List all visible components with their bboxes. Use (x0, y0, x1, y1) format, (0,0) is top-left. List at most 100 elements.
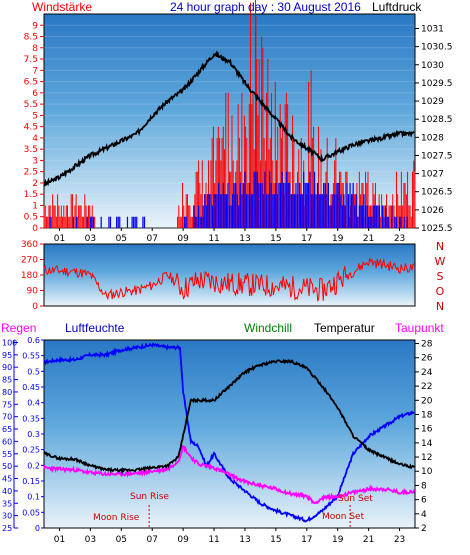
temp-tick-label: 10 (421, 467, 433, 477)
pressure-label: Luftdruck (372, 0, 422, 14)
temp-tick-label: 16 (421, 425, 433, 435)
x-tick-label: 03 (85, 535, 96, 545)
temp-tick-label: 8 (421, 481, 427, 491)
rain-tick-label: 0.2 (27, 461, 40, 470)
rain-tick-label: 0 (35, 524, 40, 533)
humidity-tick-label: 65 (2, 425, 12, 434)
sun-rise-label: Sun Rise (130, 492, 169, 502)
x-tick-label: 01 (54, 535, 65, 545)
humidity-tick-label: 70 (2, 413, 12, 422)
direction-letter: O (436, 285, 445, 298)
wind-tick-label: 4 (32, 134, 38, 144)
wind-tick-label: 3 (32, 156, 38, 166)
direction-letter: N (436, 240, 444, 253)
humidity-tick-label: 35 (2, 499, 12, 508)
x-tick-label: 15 (270, 535, 281, 545)
humidity-tick-label: 95 (2, 351, 12, 360)
x-tick-label: 03 (85, 234, 96, 244)
direction-tick-label: 270 (21, 256, 38, 266)
direction-tick-label: 180 (21, 271, 38, 281)
humidity-tick-label: 90 (2, 363, 12, 372)
direction-line (43, 257, 415, 302)
x-tick-label: 23 (394, 535, 405, 545)
x-tick-label: 05 (116, 535, 127, 545)
x-tick-label: 13 (239, 535, 250, 545)
rain-tick-label: 0.3 (27, 430, 40, 439)
temp-tick-label: 12 (421, 453, 432, 463)
wind-tick-label: 0 (32, 224, 38, 234)
wind-tick-label: 7 (32, 66, 38, 76)
moon-set-label: Moon Set (322, 512, 365, 522)
wind-strength-label: Windstärke (32, 0, 93, 14)
humidity-tick-label: 45 (2, 475, 12, 484)
humidity-label: Luftfeuchte (65, 321, 125, 335)
rain-tick-label: 0.4 (27, 399, 40, 408)
direction-tick-label: 90 (27, 287, 39, 297)
wind-tick-label: 6.5 (24, 78, 38, 88)
temp-tick-label: 2 (421, 524, 427, 534)
pressure-tick-label: 1029 (421, 97, 444, 107)
pressure-tick-label: 1027 (421, 170, 444, 180)
wind-direction-plot-area (43, 243, 416, 307)
humidity-tick-label: 25 (2, 524, 12, 533)
windchill-label: Windchill (244, 321, 293, 335)
humidity-tick-label: 50 (2, 462, 12, 471)
x-tick-label: 09 (177, 234, 189, 244)
pressure-line (43, 50, 415, 187)
chart-title: 24 hour graph day : 30 August 2016 (170, 0, 361, 14)
pressure-tick-label: 1029.5 (421, 79, 453, 89)
rain-tick-label: 0.25 (22, 446, 40, 455)
temp-tick-label: 14 (421, 439, 433, 449)
x-tick-label: 17 (301, 535, 312, 545)
dewpoint-line (43, 444, 416, 505)
wind-tick-label: 2.5 (24, 168, 38, 178)
pressure-tick-label: 1026 (421, 206, 444, 216)
humidity-tick-label: 80 (2, 388, 12, 397)
x-tick-label: 19 (332, 535, 344, 545)
x-tick-label: 07 (146, 535, 157, 545)
sun-set-label: Sun Set (338, 494, 373, 504)
dewpoint-label: Taupunkt (395, 321, 444, 335)
rain-tick-label: 0.35 (22, 414, 40, 423)
x-tick-label: 01 (54, 234, 65, 244)
wind-tick-label: 4.5 (24, 123, 38, 133)
x-tick-label: 05 (116, 234, 127, 244)
temp-tick-label: 26 (421, 354, 433, 364)
pressure-tick-label: 1026.5 (421, 188, 453, 198)
x-tick-label: 07 (146, 234, 157, 244)
humidity-tick-label: 75 (2, 400, 12, 409)
humidity-tick-label: 55 (2, 450, 12, 459)
direction-tick-label: 360 (21, 240, 38, 250)
x-tick-label: 13 (239, 234, 250, 244)
pressure-tick-label: 1030 (421, 61, 444, 71)
pressure-tick-label: 1030.5 (421, 43, 453, 53)
temp-tick-label: 28 (421, 340, 433, 350)
direction-letter: W (435, 255, 446, 268)
wind-tick-label: 7.5 (24, 55, 38, 65)
x-tick-label: 15 (270, 234, 281, 244)
x-tick-label: 19 (332, 234, 344, 244)
humidity-tick-label: 60 (2, 437, 12, 446)
temp-tick-label: 6 (421, 496, 427, 506)
wind-tick-label: 0.5 (24, 213, 38, 223)
temp-tick-label: 18 (421, 410, 433, 420)
humidity-tick-label: 40 (2, 487, 12, 496)
wind-tick-label: 3.5 (24, 145, 38, 155)
pressure-tick-label: 1028.5 (421, 115, 453, 125)
rain-tick-label: 0.05 (22, 508, 40, 517)
rain-tick-label: 0.55 (22, 352, 40, 361)
wind-tick-label: 8 (32, 44, 38, 54)
rain-label: Regen (1, 321, 37, 335)
wind-tick-label: 1.5 (24, 190, 38, 200)
rain-tick-label: 0.1 (27, 493, 40, 502)
moon-rise-label: Moon Rise (93, 513, 140, 523)
pressure-tick-label: 1025.5 (421, 224, 453, 234)
x-tick-label: 23 (394, 234, 405, 244)
wind-tick-label: 5.5 (24, 100, 38, 110)
x-tick-label: 21 (363, 234, 374, 244)
x-tick-label: 21 (363, 535, 374, 545)
wind-tick-label: 6 (32, 89, 38, 99)
direction-letter: N (436, 300, 444, 313)
temp-tick-label: 4 (421, 510, 427, 520)
